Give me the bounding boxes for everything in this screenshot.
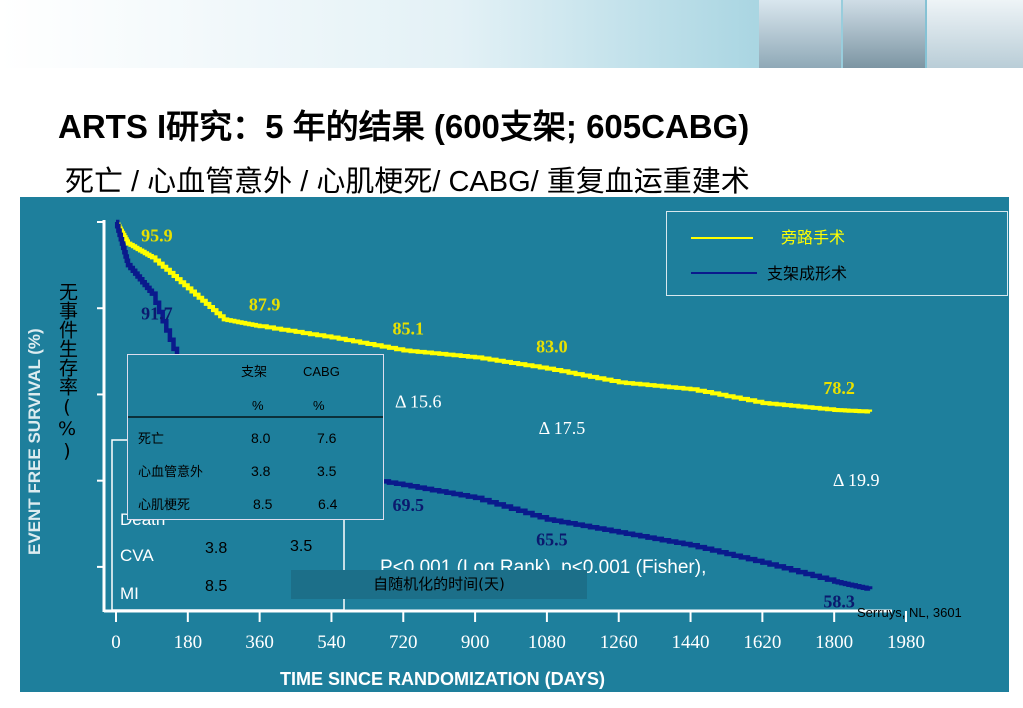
- table-cell: 8.0: [251, 430, 271, 446]
- data-label-stent: 69.5: [393, 495, 425, 515]
- x-axis-caption-cn: 自随机化的时间(天): [291, 570, 587, 599]
- table-header-stent: 支架: [241, 365, 267, 380]
- events-table: 支架 CABG % % 死亡 8.0 7.6 心血管意外 3.8 3.5 心肌梗…: [127, 354, 384, 520]
- table-row-label: 心肌梗死: [138, 498, 190, 513]
- x-tick-label: 1800: [815, 632, 853, 653]
- data-label-stent: 91.7: [141, 304, 173, 324]
- table-cell: 7.6: [317, 430, 337, 446]
- delta-label: Δ 17.5: [539, 418, 586, 438]
- table-cell: 8.5: [253, 496, 273, 512]
- doctors-photo: [927, 0, 1023, 68]
- table-header-cabg: CABG: [303, 364, 340, 379]
- x-tick-label: 1440: [672, 632, 710, 653]
- slide-subtitle: 死亡 / 心血管意外 / 心肌梗死/ CABG/ 重复血运重建术: [65, 166, 750, 198]
- x-tick-label: 540: [317, 632, 346, 653]
- table-unit-cabg: %: [313, 398, 325, 413]
- x-tick-label: 1620: [743, 632, 781, 653]
- table-cell: 6.4: [318, 496, 338, 512]
- series-line-stent: [114, 219, 873, 591]
- bg-cell: 8.5: [205, 578, 227, 595]
- bg-cell: 3.5: [290, 538, 312, 555]
- citation: Serruys, NL, 3601: [857, 605, 962, 620]
- table-row-label: 心血管意外: [138, 464, 203, 480]
- data-label-cabg: 83.0: [536, 337, 568, 357]
- chart-legend: 旁路手术 支架成形术: [666, 211, 1008, 296]
- x-tick-label: 900: [461, 632, 490, 653]
- y-axis-label-cn: 无事件生存率(%): [56, 282, 78, 462]
- x-tick-label: 1260: [600, 632, 638, 653]
- hospital-building-photo: [759, 0, 841, 68]
- data-label-stent: 58.3: [823, 592, 855, 612]
- bg-row-label: MI: [120, 584, 139, 603]
- slide-title: ARTS I研究：5 年的结果 (600支架; 605CABG): [58, 108, 750, 145]
- data-label-cabg: 95.9: [141, 225, 173, 245]
- delta-label: Δ 15.6: [395, 392, 442, 412]
- x-tick-label: 720: [389, 632, 418, 653]
- series-line-cabg: [115, 220, 873, 414]
- data-label-cabg: 78.2: [823, 378, 855, 398]
- hospital-building-photo-2: [843, 0, 925, 68]
- x-axis-title: TIME SINCE RANDOMIZATION (DAYS): [280, 669, 605, 689]
- x-tick-label: 360: [245, 632, 274, 653]
- table-unit-stent: %: [252, 398, 264, 413]
- data-label-cabg: 85.1: [393, 318, 425, 338]
- x-tick-label: 0: [111, 632, 121, 653]
- legend-label-cabg: 旁路手术: [781, 228, 845, 247]
- x-tick-label: 180: [174, 632, 203, 653]
- bg-row-label: CVA: [120, 546, 154, 565]
- table-cell: 3.5: [317, 463, 337, 479]
- bg-cell: 3.8: [205, 540, 227, 557]
- y-axis-label-en: EVENT FREE SURVIVAL (%): [25, 328, 44, 555]
- table-cell: 3.8: [251, 463, 271, 479]
- x-tick-label: 1080: [528, 632, 566, 653]
- legend-label-stent: 支架成形术: [767, 264, 847, 283]
- data-label-stent: 65.5: [536, 529, 568, 549]
- table-row-label: 死亡: [138, 432, 164, 447]
- data-label-cabg: 87.9: [249, 294, 281, 314]
- delta-label: Δ 19.9: [833, 470, 880, 490]
- header-banner: [0, 0, 1023, 68]
- x-tick-label: 1980: [887, 632, 925, 653]
